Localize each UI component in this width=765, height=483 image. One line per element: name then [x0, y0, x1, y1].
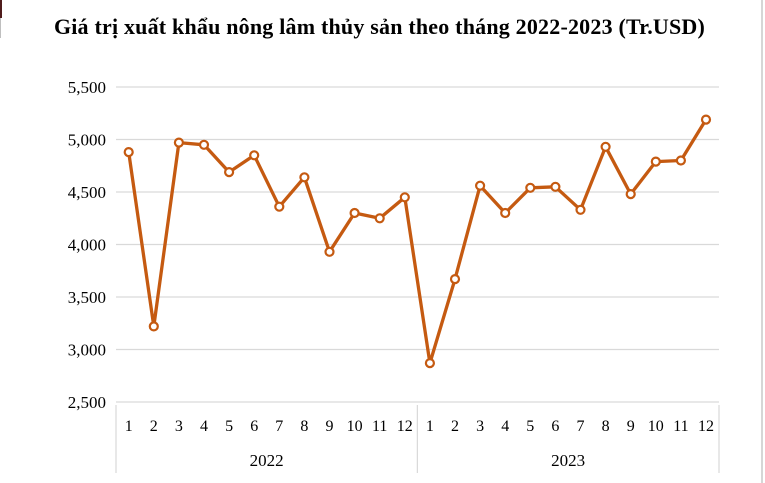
x-tick-label: 8 [602, 418, 610, 435]
x-tick-label: 11 [372, 418, 387, 435]
year-labels-group: 2022 2023 [250, 451, 586, 470]
left-edge-artifact-dark [0, 0, 2, 18]
x-tick-label: 1 [426, 418, 434, 435]
data-point-marker [650, 156, 661, 167]
x-tick-label: 7 [577, 418, 585, 435]
y-tick-label: 3,500 [68, 288, 106, 307]
series-line [127, 117, 708, 365]
gridlines-group [116, 86, 719, 403]
chart-title: Giá trị xuất khẩu nông lâm thủy sản theo… [53, 14, 706, 39]
x-tick-label: 4 [200, 418, 208, 435]
x-tick-label: 12 [698, 418, 714, 435]
x-tick-label: 10 [648, 418, 664, 435]
data-point-marker [449, 274, 461, 285]
x-tick-label: 10 [347, 418, 363, 435]
left-edge-artifact-gray [0, 18, 1, 38]
data-point-marker [550, 181, 561, 192]
data-point-marker [198, 139, 210, 150]
year-label: 2023 [551, 451, 585, 470]
data-point-marker [173, 137, 184, 148]
x-tick-label: 4 [501, 418, 509, 435]
x-tick-label: 5 [526, 418, 534, 435]
x-tick-label: 8 [300, 418, 308, 435]
data-point-marker [500, 207, 511, 219]
x-tick-label: 1 [125, 418, 133, 435]
data-point-marker [299, 172, 310, 183]
data-point-marker [374, 213, 385, 224]
y-tick-label: 4,500 [68, 183, 106, 202]
page-right-border [761, 0, 763, 483]
x-tick-label: 6 [250, 418, 258, 435]
x-tick-label: 3 [476, 418, 484, 435]
data-point-marker [575, 204, 586, 215]
x-tick-label: 9 [326, 418, 334, 435]
data-point-marker [274, 201, 285, 212]
data-point-marker [249, 150, 260, 161]
data-point-marker [525, 182, 536, 193]
y-tick-label: 3,000 [68, 341, 106, 360]
data-point-marker [625, 189, 636, 200]
series-group [123, 114, 712, 369]
data-point-marker [675, 155, 687, 166]
axis-dividers-group [115, 405, 720, 473]
x-tick-label: 2 [451, 418, 459, 435]
x-tick-label: 12 [397, 418, 413, 435]
y-tick-label: 2,500 [68, 393, 106, 412]
data-point-marker [700, 114, 712, 125]
data-point-marker [600, 141, 611, 152]
x-axis-labels-group: 1 2 3 4 5 6 7 8 9 10 11 12 1 2 3 4 5 6 7 8 9 10 11 12 [125, 418, 714, 435]
data-point-marker [224, 167, 235, 178]
y-tick-label: 4,000 [68, 236, 106, 255]
x-tick-label: 7 [275, 418, 283, 435]
x-tick-label: 11 [673, 418, 688, 435]
year-label: 2022 [250, 451, 284, 470]
data-point-marker [148, 321, 159, 332]
y-tick-label: 5,000 [68, 131, 106, 150]
data-point-marker [349, 207, 360, 219]
y-tick-label: 5,500 [68, 78, 106, 97]
x-tick-label: 6 [551, 418, 559, 435]
data-point-marker [424, 358, 435, 369]
data-point-marker [475, 180, 486, 191]
x-tick-label: 3 [175, 418, 183, 435]
x-tick-label: 5 [225, 418, 233, 435]
x-tick-label: 9 [627, 418, 635, 435]
data-point-marker [123, 147, 134, 158]
x-tick-label: 2 [150, 418, 158, 435]
data-point-marker [399, 192, 410, 203]
y-axis-labels-group: 2,500 3,000 3,500 4,000 4,500 5,000 5,500 [68, 78, 106, 412]
data-point-marker [324, 246, 335, 257]
